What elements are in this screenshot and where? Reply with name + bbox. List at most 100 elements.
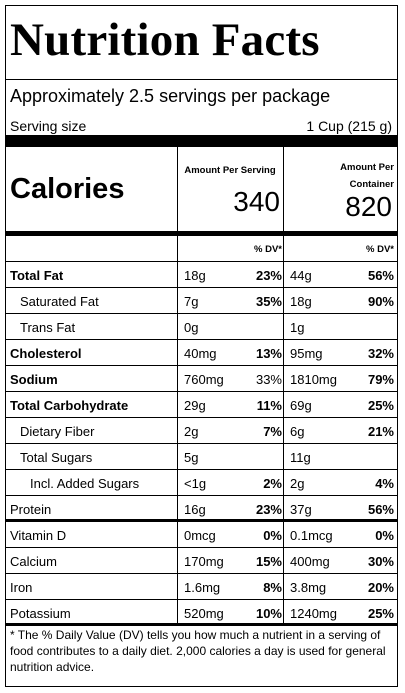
- per-container-header: Amount Per Container: [284, 159, 394, 193]
- column-divider: [177, 147, 178, 231]
- dv-per-serving: 15%: [255, 554, 282, 569]
- nutrient-row-dietary-fiber: Dietary Fiber 2g 7% 6g 21%: [6, 418, 397, 444]
- thick-divider: [6, 135, 397, 147]
- amount-per-container: 0.1mcg: [290, 528, 333, 543]
- amount-per-container: 1240mg: [290, 606, 337, 621]
- amount-per-container: 6g: [290, 424, 305, 439]
- amount-per-serving: 5g: [184, 450, 199, 465]
- amount-per-container: 1g: [290, 320, 305, 335]
- nutrient-row-total-fat: Total Fat 18g 23% 44g 56%: [6, 262, 397, 288]
- per-serving-header: Amount Per Serving: [184, 165, 276, 176]
- nutrient-row-total-carbohydrate: Total Carbohydrate 29g 11% 69g 25%: [6, 392, 397, 418]
- dv-per-container: 21%: [367, 424, 394, 439]
- nutrient-name: Iron: [10, 580, 33, 595]
- nutrient-name: Total Fat: [10, 268, 64, 283]
- amount-per-container: 18g: [290, 294, 312, 309]
- dv-per-serving: 2%: [263, 476, 282, 491]
- dv-per-container: 56%: [367, 502, 394, 517]
- amount-per-serving: 7g: [184, 294, 199, 309]
- dv-per-serving: 10%: [255, 606, 282, 621]
- per-container-header-line1: Amount Per: [340, 162, 394, 173]
- nutrient-row-protein: Protein 16g 23% 37g 56%: [6, 496, 397, 522]
- nutrient-name: Potassium: [10, 606, 71, 621]
- dv-per-serving: 11%: [256, 398, 282, 413]
- nutrient-name: Dietary Fiber: [20, 424, 95, 439]
- nutrient-name: Protein: [10, 502, 52, 517]
- amount-per-serving: 1.6mg: [184, 580, 221, 595]
- dv-per-serving: 8%: [263, 580, 282, 595]
- amount-per-container: 95mg: [290, 346, 323, 361]
- nutrient-row-potassium: Potassium 520mg 10% 1240mg 25%: [6, 600, 397, 626]
- amount-per-container: 11g: [290, 450, 311, 465]
- nutrient-name: Total Sugars: [20, 450, 93, 465]
- serving-size-row: Serving size 1 Cup (215 g): [10, 118, 392, 134]
- calories-per-container: 820: [345, 191, 392, 222]
- dv-per-serving: 13%: [255, 346, 282, 361]
- amount-per-container: 1810mg: [290, 372, 337, 387]
- dv-per-container: 0%: [375, 528, 394, 543]
- amount-per-container: 3.8mg: [290, 580, 327, 595]
- nutrient-name: Trans Fat: [20, 320, 76, 335]
- serving-size-label: Serving size: [10, 118, 87, 134]
- dv-header-serving: % DV*: [254, 244, 282, 255]
- amount-per-serving: 16g: [184, 502, 206, 517]
- dv-header-container: % DV*: [366, 244, 394, 255]
- nutrient-row-total-sugars: Total Sugars 5g 11g: [6, 444, 397, 470]
- nutrient-name: Saturated Fat: [20, 294, 99, 309]
- nutrient-name: Cholesterol: [10, 346, 82, 361]
- nutrient-row-vitamin-d: Vitamin D 0mcg 0% 0.1mcg 0%: [6, 522, 397, 548]
- calories-per-serving: 340: [233, 186, 280, 217]
- nutrient-row-saturated-fat: Saturated Fat 7g 35% 18g 90%: [6, 288, 397, 314]
- dv-per-container: 56%: [367, 268, 394, 283]
- per-container-header-line2: Container: [349, 179, 394, 190]
- dv-header-row: % DV* % DV*: [6, 236, 397, 262]
- label-title: Nutrition Facts: [10, 14, 320, 66]
- nutrient-name: Incl. Added Sugars: [30, 476, 140, 491]
- amount-per-container: 2g: [290, 476, 305, 491]
- dv-per-serving: 23%: [255, 502, 282, 517]
- nutrient-table: % DV* % DV* Total Fat 18g 23% 44g 56% Sa…: [6, 236, 397, 626]
- serving-size-value: 1 Cup (215 g): [306, 118, 392, 134]
- nutrient-row-calcium: Calcium 170mg 15% 400mg 30%: [6, 548, 397, 574]
- column-divider: [283, 147, 284, 231]
- dv-per-serving: 35%: [255, 294, 282, 309]
- amount-per-serving: 29g: [184, 398, 206, 413]
- dv-per-serving: 0%: [263, 528, 282, 543]
- dv-per-container: 20%: [367, 580, 394, 595]
- amount-per-serving: 760mg: [184, 372, 224, 387]
- nutrient-name: Total Carbohydrate: [10, 398, 129, 413]
- amount-per-serving: 18g: [184, 268, 206, 283]
- divider: [6, 79, 397, 80]
- amount-per-container: 400mg: [290, 554, 330, 569]
- amount-per-serving: 520mg: [184, 606, 224, 621]
- dv-footnote: * The % Daily Value (DV) tells you how m…: [10, 628, 386, 674]
- dv-per-serving: 23%: [255, 268, 282, 283]
- amount-per-serving: 0mcg: [184, 528, 216, 543]
- calories-label: Calories: [10, 173, 125, 205]
- nutrient-row-sodium: Sodium 760mg 33% 1810mg 79%: [6, 366, 397, 392]
- dv-per-container: 30%: [367, 554, 394, 569]
- nutrient-name: Calcium: [10, 554, 57, 569]
- nutrient-name: Vitamin D: [10, 528, 67, 543]
- nutrient-row-trans-fat: Trans Fat 0g 1g: [6, 314, 397, 340]
- calories-section: Calories Amount Per Serving 340 Amount P…: [6, 147, 397, 231]
- dv-per-serving: 33%: [255, 372, 282, 387]
- dv-per-container: 79%: [367, 372, 394, 387]
- dv-per-container: 90%: [367, 294, 394, 309]
- servings-per-package: Approximately 2.5 servings per package: [10, 86, 331, 106]
- dv-per-container: 4%: [375, 476, 394, 491]
- medium-divider: [6, 231, 397, 236]
- amount-per-serving: 0g: [184, 320, 199, 335]
- amount-per-container: 69g: [290, 398, 312, 413]
- amount-per-serving: <1g: [184, 476, 207, 491]
- dv-per-container: 25%: [367, 606, 394, 621]
- nutrient-row-added-sugars: Incl. Added Sugars <1g 2% 2g 4%: [6, 470, 397, 496]
- dv-per-container: 32%: [367, 346, 394, 361]
- amount-per-serving: 2g: [184, 424, 199, 439]
- nutrient-row-iron: Iron 1.6mg 8% 3.8mg 20%: [6, 574, 397, 600]
- nutrition-label: Nutrition Facts Approximately 2.5 servin…: [5, 5, 398, 687]
- amount-per-serving: 40mg: [184, 346, 217, 361]
- nutrient-row-cholesterol: Cholesterol 40mg 13% 95mg 32%: [6, 340, 397, 366]
- nutrient-name: Sodium: [10, 372, 58, 387]
- dv-per-serving: 7%: [263, 424, 282, 439]
